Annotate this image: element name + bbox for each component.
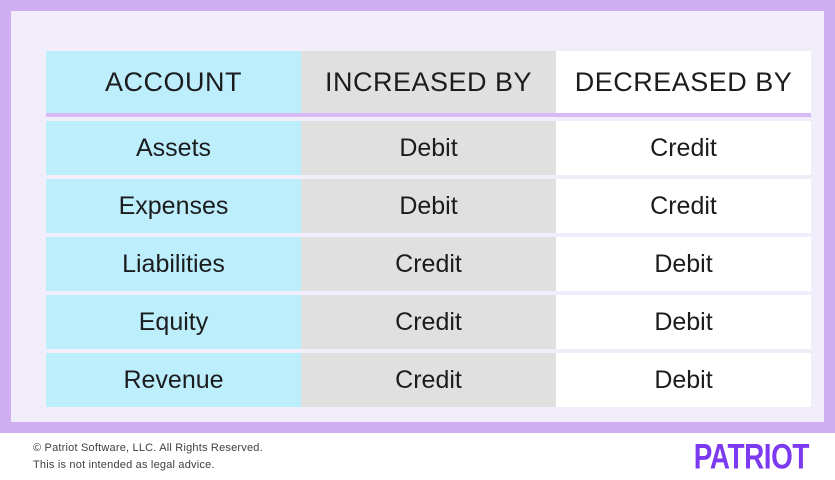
cell-account: Liabilities xyxy=(46,237,301,291)
table-header-row: ACCOUNT INCREASED BY DECREASED BY xyxy=(46,51,811,113)
patriot-logo: PATRIOT xyxy=(693,435,810,477)
cell-decreased-by: Credit xyxy=(556,121,811,175)
cell-increased-by: Credit xyxy=(301,353,556,407)
cell-increased-by: Credit xyxy=(301,237,556,291)
cell-account: Revenue xyxy=(46,353,301,407)
table-row-revenue: Revenue Credit Debit xyxy=(46,353,811,407)
table-row-expenses: Expenses Debit Credit xyxy=(46,179,811,233)
footer-legal-text: © Patriot Software, LLC. All Rights Rese… xyxy=(33,440,263,474)
header-divider-line xyxy=(46,113,811,117)
cell-increased-by: Credit xyxy=(301,295,556,349)
table-row-liabilities: Liabilities Credit Debit xyxy=(46,237,811,291)
cell-account: Expenses xyxy=(46,179,301,233)
cell-decreased-by: Debit xyxy=(556,295,811,349)
cell-decreased-by: Credit xyxy=(556,179,811,233)
cell-account: Equity xyxy=(46,295,301,349)
table-row-equity: Equity Credit Debit xyxy=(46,295,811,349)
debits-credits-table: ACCOUNT INCREASED BY DECREASED BY Assets… xyxy=(46,51,811,407)
cell-increased-by: Debit xyxy=(301,121,556,175)
cell-decreased-by: Debit xyxy=(556,353,811,407)
infographic-card: ACCOUNT INCREASED BY DECREASED BY Assets… xyxy=(0,0,835,433)
cell-increased-by: Debit xyxy=(301,179,556,233)
cell-decreased-by: Debit xyxy=(556,237,811,291)
cell-account: Assets xyxy=(46,121,301,175)
copyright-line: © Patriot Software, LLC. All Rights Rese… xyxy=(33,441,263,454)
column-header-account: ACCOUNT xyxy=(46,51,301,113)
column-header-decreased: DECREASED BY xyxy=(556,51,811,113)
table-row-assets: Assets Debit Credit xyxy=(46,121,811,175)
footer-bar: © Patriot Software, LLC. All Rights Rese… xyxy=(0,433,835,480)
disclaimer-line: This is not intended as legal advice. xyxy=(33,458,215,471)
column-header-increased: INCREASED BY xyxy=(301,51,556,113)
